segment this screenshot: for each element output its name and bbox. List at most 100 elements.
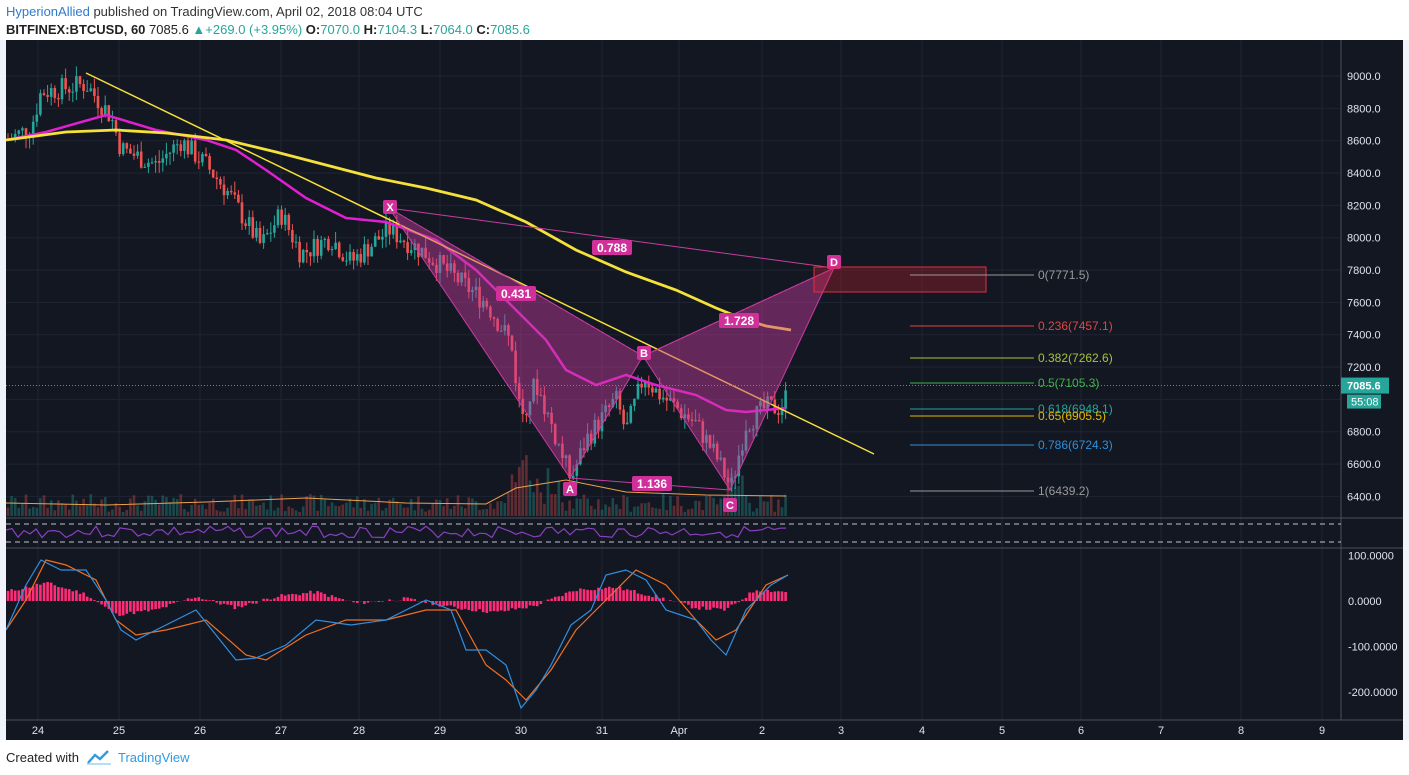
macd-histogram-bar bbox=[723, 601, 726, 611]
volume-bar bbox=[514, 482, 517, 516]
macd-histogram-bar bbox=[741, 599, 744, 601]
volume-bar bbox=[82, 498, 85, 516]
author-link[interactable]: HyperionAllied bbox=[6, 4, 90, 19]
chart-background bbox=[6, 40, 1403, 740]
macd-histogram-bar bbox=[247, 601, 251, 603]
macd-histogram-bar bbox=[719, 601, 723, 609]
candle-body bbox=[89, 88, 93, 91]
time-axis[interactable]: 24 25 26 27 28 29 30 31 Apr 2 3 4 5 6 7 8 9 bbox=[32, 725, 1325, 737]
volume-bar bbox=[283, 511, 287, 516]
candle-body bbox=[525, 414, 528, 416]
macd-histogram-bar bbox=[582, 589, 586, 601]
candle-body bbox=[222, 184, 226, 196]
macd-histogram-bar bbox=[190, 598, 193, 601]
volume-bar bbox=[708, 495, 712, 516]
volume-bar bbox=[726, 470, 730, 516]
volume-bar bbox=[276, 507, 280, 516]
candle-body bbox=[762, 401, 766, 409]
macd-histogram-bar bbox=[546, 599, 550, 601]
candle-body bbox=[114, 120, 118, 133]
volume-bar bbox=[402, 507, 406, 516]
macd-histogram-bar bbox=[456, 601, 460, 609]
candle-body bbox=[96, 95, 100, 109]
fib-label: 0.65(6905.5) bbox=[1038, 409, 1106, 423]
time-tag: 55:08 bbox=[1351, 397, 1379, 409]
macd-histogram-bar bbox=[319, 592, 323, 601]
volume-bar bbox=[679, 506, 683, 516]
candle-body bbox=[57, 97, 60, 100]
macd-histogram-bar bbox=[593, 590, 597, 601]
macd-histogram-bar bbox=[600, 589, 604, 601]
price-change: +269.0 (+3.95%) bbox=[205, 22, 303, 37]
volume-bar bbox=[233, 494, 237, 516]
price-tag-bg bbox=[1341, 377, 1389, 394]
ratio-badge bbox=[632, 476, 672, 491]
volume-bar bbox=[366, 510, 370, 516]
price-tick: 6800.0 bbox=[1347, 427, 1381, 439]
macd-histogram-bar bbox=[17, 590, 21, 601]
macd-histogram-bar bbox=[111, 601, 114, 613]
time-tick: 4 bbox=[919, 725, 925, 737]
volume-bar bbox=[705, 496, 708, 516]
chart-area[interactable]: X A B C D 0.788 0.431 1.728 1.136 0(7771.5) 0.236… bbox=[5, 40, 1403, 740]
fibonacci-levels[interactable]: 0(7771.5) 0.236(7457.1) 0.382(7262.6) 0.5(7… bbox=[910, 268, 1113, 498]
macd-histogram-bar bbox=[471, 601, 474, 612]
macd-histogram-bar bbox=[280, 594, 283, 601]
macd-histogram-bar bbox=[21, 589, 24, 601]
volume-bar bbox=[751, 511, 755, 516]
bd-line bbox=[642, 267, 835, 357]
macd-histogram-bar bbox=[143, 601, 147, 611]
volume-bar bbox=[777, 499, 780, 516]
macd-histogram-bar bbox=[71, 591, 75, 601]
fib-label: 0.618(6948.1) bbox=[1038, 402, 1113, 416]
volume-bar bbox=[208, 502, 211, 516]
volume-bar bbox=[60, 503, 64, 516]
macd-histogram-bar bbox=[604, 587, 607, 601]
harmonic-pattern[interactable]: X A B C D 0.788 0.431 1.728 1.136 bbox=[383, 200, 987, 512]
tradingview-logo-icon[interactable] bbox=[86, 749, 112, 765]
candle-body bbox=[748, 430, 751, 432]
volume-bar bbox=[154, 499, 157, 516]
macd-histogram-bar bbox=[784, 591, 787, 601]
volume-bar bbox=[157, 504, 161, 516]
candle-body bbox=[679, 408, 683, 418]
candle-body bbox=[334, 242, 337, 249]
candle-body bbox=[316, 238, 319, 256]
candle-body bbox=[229, 190, 233, 193]
macd-histogram-bar bbox=[730, 601, 733, 605]
high-value: 7104.3 bbox=[377, 22, 418, 37]
candle-body bbox=[467, 278, 471, 292]
volume-bar bbox=[330, 502, 334, 516]
candle-body bbox=[661, 397, 665, 400]
chart-canvas[interactable]: X A B C D 0.788 0.431 1.728 1.136 0(7771.5) 0.236… bbox=[5, 40, 1403, 740]
volume-bar bbox=[381, 510, 384, 516]
candle-body bbox=[557, 443, 561, 445]
candle-body bbox=[31, 121, 35, 138]
macd-histogram-bar bbox=[607, 586, 611, 601]
volume-bar bbox=[568, 500, 571, 516]
publish-info: HyperionAllied published on TradingView.… bbox=[6, 4, 423, 19]
price-axis[interactable]: 9000.0 8800.0 8600.0 8400.0 8200.0 8000.0 7800… bbox=[6, 71, 1398, 699]
price-tick: 6600.0 bbox=[1347, 459, 1381, 471]
macd-histogram-bar bbox=[150, 601, 154, 610]
macd-histogram-bar bbox=[517, 601, 521, 608]
candle-body bbox=[759, 401, 762, 407]
tradingview-link[interactable]: TradingView bbox=[118, 750, 190, 765]
candle-body bbox=[492, 317, 496, 319]
macd-histogram-bar bbox=[312, 593, 316, 601]
price-tick: 8200.0 bbox=[1347, 200, 1381, 212]
macd-histogram-bar bbox=[557, 596, 561, 601]
macd-histogram-bar bbox=[737, 601, 741, 603]
macd-histogram-bar bbox=[622, 590, 625, 601]
volume-bar bbox=[388, 499, 391, 516]
volume-bar bbox=[553, 494, 557, 516]
candle-body bbox=[600, 412, 604, 432]
macd-histogram-bar bbox=[114, 601, 118, 614]
close-label: C: bbox=[476, 22, 491, 37]
pattern-point-label: D bbox=[830, 257, 838, 269]
macd-histogram-bar bbox=[327, 596, 330, 601]
candle-body bbox=[17, 130, 21, 134]
candle-body bbox=[615, 391, 618, 400]
macd-histogram-bar bbox=[571, 591, 575, 601]
fib-label: 0(7771.5) bbox=[1038, 268, 1089, 282]
